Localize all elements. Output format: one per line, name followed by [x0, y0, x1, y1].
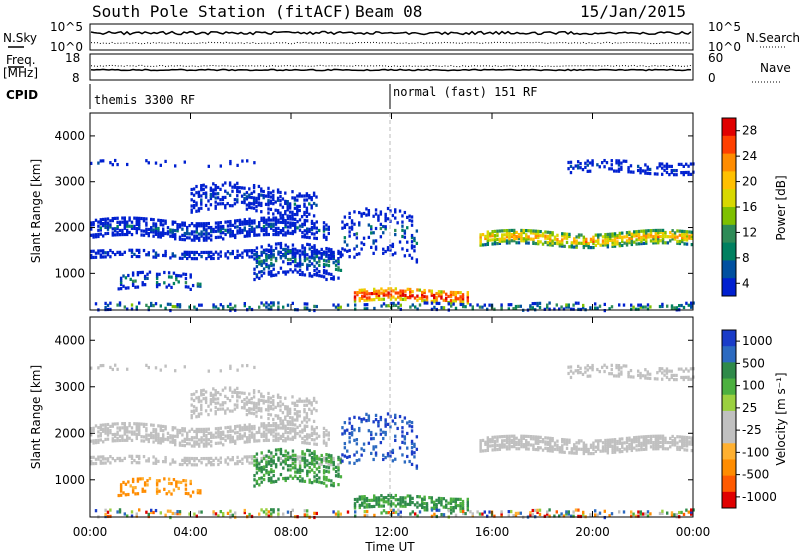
- x-tick-label: 16:00: [475, 525, 510, 539]
- nsearch-tick-bottom: 10^0: [708, 40, 741, 54]
- colorbar-swatch: [722, 475, 736, 493]
- freq-panel: Freq. [MHz] 18 8 60 0 Nave: [3, 51, 791, 85]
- nsky-tick-top: 10^5: [50, 20, 83, 34]
- colorbar-swatch: [722, 427, 736, 444]
- power-ylabel: Slant Range [km]: [29, 159, 43, 263]
- y-tick-label: 2000: [54, 221, 85, 235]
- colorbar-tick-label: 8: [742, 251, 750, 265]
- nsky-series: [90, 30, 692, 36]
- station-title: South Pole Station (fitACF): [92, 2, 352, 21]
- power-colorbar-label: Power [dB]: [774, 175, 788, 240]
- colorbar-swatch: [722, 346, 736, 363]
- colorbar-swatch: [722, 443, 736, 460]
- colorbar-swatch: [722, 394, 736, 412]
- colorbar-swatch: [722, 224, 736, 244]
- x-tick-label: 20:00: [575, 525, 610, 539]
- colorbar-swatch: [722, 118, 736, 137]
- colorbar-tick-label: 500: [742, 356, 765, 370]
- nsearch-series: [90, 41, 692, 45]
- y-tick-label: 1000: [54, 473, 85, 487]
- velocity-heatmap: [90, 363, 695, 520]
- colorbar-swatch: [722, 135, 736, 155]
- y-tick-label: 2000: [54, 426, 85, 440]
- colorbar-tick-label: -500: [742, 468, 769, 482]
- colorbar-swatch: [722, 260, 736, 279]
- y-tick-label: 4000: [54, 129, 85, 143]
- x-tick-label: 04:00: [173, 525, 208, 539]
- freq-tick-bottom: 8: [72, 71, 80, 85]
- time-axis: 00:00 04:00 08:00 12:00 16:00 20:00 00:00: [73, 113, 711, 539]
- velocity-panel: 1000 2000 3000 4000 Slant Range [km]: [29, 316, 695, 520]
- power-y-axis: 1000 2000 3000 4000: [54, 129, 693, 280]
- colorbar-swatch: [722, 207, 736, 226]
- colorbar-swatch: [722, 491, 736, 509]
- colorbar-tick-label: 12: [742, 225, 757, 239]
- velocity-y-axis: 1000 2000 3000 4000: [54, 333, 693, 487]
- colorbar-swatch: [722, 362, 736, 380]
- colorbar-tick-label: -25: [742, 423, 762, 437]
- x-tick-label: 00:00: [73, 525, 108, 539]
- colorbar-swatch: [722, 153, 736, 172]
- y-tick-label: 3000: [54, 380, 85, 394]
- power-colorbar: 28 24 20 16 12 8 4 Power [dB]: [721, 117, 788, 297]
- colorbar-swatch: [722, 410, 736, 428]
- nsearch-tick-top: 10^5: [708, 20, 741, 34]
- cpid-label: CPID: [6, 88, 38, 102]
- colorbar-swatch: [722, 171, 736, 190]
- x-axis-title: Time UT: [364, 540, 415, 554]
- colorbar-tick-label: 25: [742, 401, 757, 415]
- freq-tick-top: 18: [65, 51, 80, 65]
- nave-series: [90, 64, 692, 68]
- x-tick-label: 12:00: [374, 525, 409, 539]
- cpid-segment-2: normal (fast) 151 RF: [393, 85, 538, 99]
- nave-tick-bottom: 0: [708, 71, 716, 85]
- colorbar-swatch: [722, 330, 736, 347]
- y-tick-label: 4000: [54, 333, 85, 347]
- nsky-tick-bottom: 10^0: [50, 40, 83, 54]
- freq-series: [90, 68, 692, 72]
- x-tick-label: 08:00: [274, 525, 309, 539]
- colorbar-tick-label: 20: [742, 175, 757, 189]
- nsky-label: N.Sky: [3, 31, 37, 45]
- velocity-colorbar: 1000 500 100 25 -25 -100 -500 -1000 Velocity [m…: [721, 329, 788, 509]
- colorbar-swatch: [722, 242, 736, 261]
- colorbar-swatch: [722, 378, 736, 396]
- velocity-ylabel: Slant Range [km]: [29, 365, 43, 469]
- colorbar-tick-label: -1000: [742, 490, 777, 504]
- nsky-panel: N.Sky 10^5 10^0 10^5 10^0 N.Search: [3, 20, 800, 54]
- colorbar-tick-label: 24: [742, 149, 757, 163]
- velocity-colorbar-label: Velocity [m s⁻¹]: [774, 372, 788, 465]
- y-tick-label: 3000: [54, 175, 85, 189]
- freq-label: Freq.: [6, 53, 36, 67]
- cpid-segment-1: themis 3300 RF: [94, 93, 195, 107]
- nave-label: Nave: [760, 61, 791, 75]
- y-tick-label: 1000: [54, 266, 85, 280]
- beam-label: Beam 08: [355, 2, 422, 21]
- colorbar-swatch: [722, 278, 736, 297]
- nsearch-label: N.Search: [746, 31, 800, 45]
- cpid-panel: CPID themis 3300 RF normal (fast) 151 RF: [6, 84, 538, 109]
- colorbar-tick-label: 1000: [742, 334, 773, 348]
- colorbar-tick-label: 100: [742, 379, 765, 393]
- nave-tick-top: 60: [708, 51, 723, 65]
- colorbar-tick-label: -100: [742, 445, 769, 459]
- power-heatmap: [90, 158, 695, 313]
- power-panel: 1000 2000 3000 4000 Slant Range [km]: [29, 112, 695, 313]
- colorbar-tick-label: 4: [742, 276, 750, 290]
- date-label: 15/Jan/2015: [580, 2, 686, 21]
- x-tick-label: 00:00: [676, 525, 711, 539]
- colorbar-tick-label: 28: [742, 124, 757, 138]
- colorbar-swatch: [722, 459, 736, 477]
- freq-unit-label: [MHz]: [3, 66, 38, 80]
- colorbar-swatch: [722, 189, 736, 208]
- colorbar-tick-label: 16: [742, 200, 757, 214]
